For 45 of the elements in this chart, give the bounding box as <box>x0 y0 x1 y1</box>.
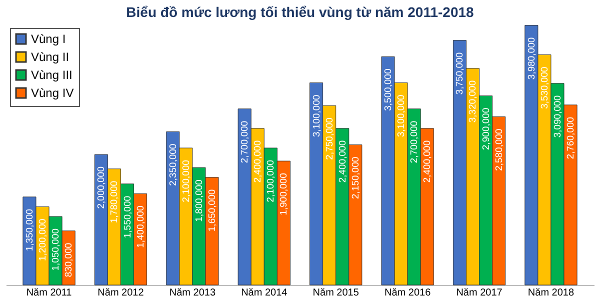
data-label: 2,760,000 <box>566 116 577 160</box>
x-tick-label: Năm 2018 <box>528 288 574 298</box>
data-label: 3,100,000 <box>396 94 408 137</box>
data-label: 2,150,000 <box>350 156 362 199</box>
data-label: 2,400,000 <box>252 140 264 183</box>
data-label: 3,530,000 <box>539 66 550 109</box>
data-label: 2,400,000 <box>337 140 348 183</box>
data-label: 3,750,000 <box>454 52 466 95</box>
data-label: 3,980,000 <box>526 37 538 80</box>
x-tick-label: Năm 2011 <box>26 288 72 298</box>
data-label: 1,780,000 <box>109 180 120 224</box>
data-label: 2,900,000 <box>480 108 492 150</box>
legend-label: Vùng I <box>31 32 66 46</box>
data-label: 2,750,000 <box>324 118 336 160</box>
data-label: 1,900,000 <box>278 173 290 216</box>
x-tick-label: Năm 2013 <box>169 288 216 298</box>
legend-label: Vùng III <box>31 68 72 82</box>
data-label: 830,000 <box>64 242 75 278</box>
x-tick-label: Năm 2015 <box>312 288 360 298</box>
data-label: 2,700,000 <box>240 120 251 164</box>
data-label: 3,100,000 <box>311 94 322 137</box>
data-label: 2,400,000 <box>422 140 434 183</box>
x-tick-label: Năm 2012 <box>98 288 144 298</box>
legend-label: Vùng II <box>31 50 70 64</box>
data-label: 1,350,000 <box>24 208 36 252</box>
chart-title: Biểu đồ mức lương tối thiểu vùng từ năm 2011-2018 <box>126 4 474 20</box>
data-label: 2,350,000 <box>168 144 179 186</box>
data-label: 2,100,000 <box>180 160 192 202</box>
data-label: 2,100,000 <box>266 160 277 202</box>
data-label: 1,800,000 <box>194 180 205 222</box>
x-tick-label: Năm 2017 <box>456 288 503 298</box>
data-label: 3,320,000 <box>468 80 479 123</box>
data-label: 2,700,000 <box>409 120 420 164</box>
x-tick-label: Năm 2014 <box>241 288 288 298</box>
data-label: 1,050,000 <box>50 228 62 271</box>
data-label: 2,000,000 <box>96 166 108 209</box>
data-label: 1,550,000 <box>122 196 134 238</box>
x-tick-label: Năm 2016 <box>384 288 432 298</box>
legend-label: Vùng IV <box>31 86 74 100</box>
data-label: 2,580,000 <box>494 128 505 171</box>
data-label: 3,500,000 <box>383 68 394 111</box>
data-label: 1,400,000 <box>135 206 146 248</box>
data-label: 3,090,000 <box>552 95 564 138</box>
data-label: 1,200,000 <box>38 218 49 261</box>
data-label: 1,650,000 <box>206 189 218 232</box>
